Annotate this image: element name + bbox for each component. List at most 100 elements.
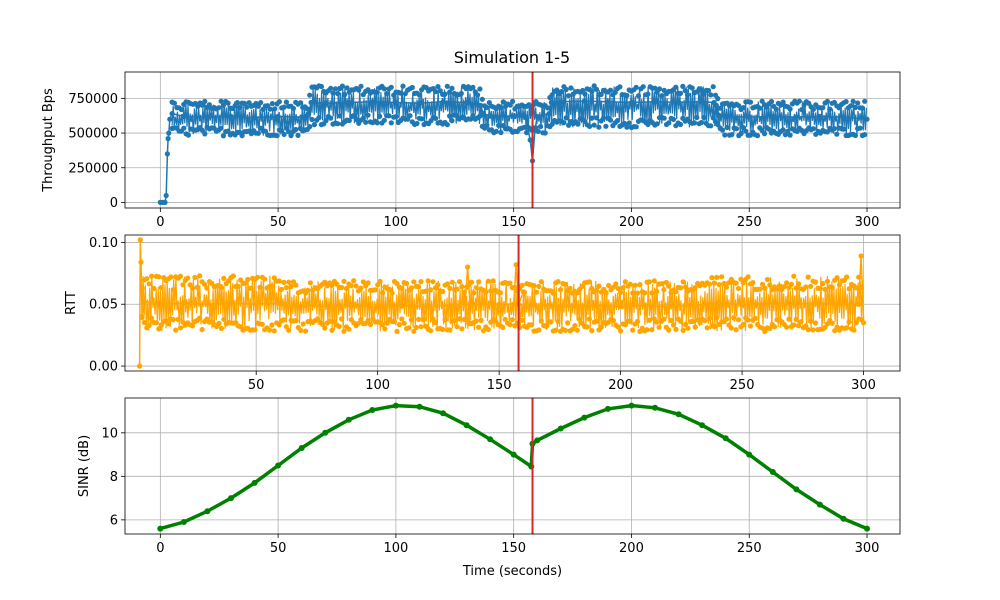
panel-3: 0 50 100 150 200 250 300 6 8 10 SINR (dB) Time (sec… bbox=[77, 397, 901, 579]
x-tick-label: 200 bbox=[619, 541, 644, 556]
data-point bbox=[586, 279, 593, 285]
data-point bbox=[464, 317, 470, 323]
data-point bbox=[670, 322, 677, 328]
y-axis-label: Throughput Bps bbox=[41, 88, 56, 193]
data-point bbox=[239, 133, 245, 139]
data-point bbox=[299, 114, 305, 120]
data-point bbox=[358, 83, 364, 89]
data-point bbox=[605, 99, 611, 105]
data-point bbox=[715, 300, 721, 306]
data-point bbox=[652, 85, 658, 91]
data-point bbox=[346, 118, 352, 124]
data-point bbox=[675, 411, 682, 418]
data-point bbox=[171, 100, 177, 106]
data-point bbox=[621, 120, 628, 127]
series-band-markers bbox=[169, 83, 868, 139]
data-point bbox=[308, 99, 314, 106]
data-point bbox=[724, 124, 730, 131]
series-band-markers bbox=[139, 273, 864, 334]
data-point bbox=[738, 131, 744, 137]
data-point bbox=[812, 279, 819, 285]
data-point bbox=[165, 321, 172, 327]
data-point bbox=[745, 274, 751, 280]
data-point bbox=[701, 91, 707, 97]
data-point bbox=[567, 285, 573, 291]
data-point bbox=[228, 495, 234, 502]
data-point bbox=[202, 98, 208, 104]
data-point bbox=[545, 302, 551, 309]
data-point bbox=[425, 278, 431, 284]
data-point bbox=[298, 327, 304, 334]
data-point bbox=[603, 123, 609, 129]
data-point bbox=[220, 133, 226, 139]
data-point bbox=[747, 99, 754, 105]
data-point bbox=[708, 123, 714, 129]
data-point bbox=[423, 304, 429, 310]
data-point bbox=[137, 363, 143, 369]
x-tick-label: 250 bbox=[737, 541, 762, 556]
data-point bbox=[276, 322, 282, 328]
data-point bbox=[339, 284, 345, 291]
data-point bbox=[519, 317, 525, 323]
data-point bbox=[444, 122, 450, 128]
data-point bbox=[353, 283, 359, 289]
data-point bbox=[812, 320, 819, 326]
data-point bbox=[628, 99, 635, 106]
data-point bbox=[487, 436, 494, 443]
series-band-line bbox=[141, 275, 865, 332]
data-point bbox=[262, 128, 268, 134]
data-point bbox=[531, 283, 537, 289]
data-point bbox=[144, 276, 150, 282]
panel-2: 50 100 150 200 250 300 0.00 0.05 0.10 RTT bbox=[64, 234, 901, 393]
data-point bbox=[702, 318, 708, 324]
data-point bbox=[379, 322, 386, 328]
data-point bbox=[244, 104, 250, 110]
data-point bbox=[322, 429, 329, 436]
data-point bbox=[736, 103, 742, 109]
data-point bbox=[336, 323, 342, 329]
data-point bbox=[618, 328, 624, 334]
data-point bbox=[307, 280, 313, 286]
data-point bbox=[430, 279, 436, 285]
data-point bbox=[618, 304, 624, 310]
data-point bbox=[168, 274, 174, 280]
x-tick-label: 300 bbox=[855, 215, 880, 230]
data-point bbox=[645, 121, 651, 128]
data-point bbox=[676, 99, 682, 106]
data-point bbox=[463, 422, 470, 429]
data-point bbox=[471, 290, 477, 296]
data-point bbox=[178, 106, 184, 113]
data-point bbox=[204, 114, 210, 120]
data-point bbox=[549, 121, 555, 127]
data-point bbox=[372, 287, 378, 293]
data-point bbox=[252, 115, 258, 121]
data-point bbox=[581, 414, 588, 421]
data-point bbox=[177, 325, 184, 331]
data-point bbox=[533, 289, 540, 295]
data-point bbox=[534, 437, 541, 444]
data-point bbox=[677, 90, 684, 96]
data-point bbox=[318, 83, 324, 90]
data-point bbox=[500, 99, 506, 105]
data-point bbox=[747, 323, 754, 329]
data-point bbox=[582, 91, 588, 97]
data-point bbox=[680, 327, 686, 333]
data-point bbox=[805, 274, 811, 280]
data-point bbox=[808, 283, 814, 289]
data-point bbox=[626, 120, 632, 126]
data-point bbox=[475, 92, 481, 98]
series-line bbox=[138, 239, 865, 367]
data-point bbox=[170, 287, 176, 293]
data-point bbox=[199, 327, 205, 333]
data-point bbox=[793, 316, 799, 323]
data-point bbox=[598, 91, 604, 97]
y-tick-label: 8 bbox=[110, 470, 118, 485]
data-point bbox=[857, 125, 863, 131]
data-point bbox=[772, 324, 778, 330]
data-point bbox=[822, 324, 828, 330]
data-point bbox=[673, 84, 679, 90]
data-point bbox=[454, 324, 460, 330]
data-point bbox=[416, 100, 423, 106]
data-point bbox=[173, 327, 179, 333]
